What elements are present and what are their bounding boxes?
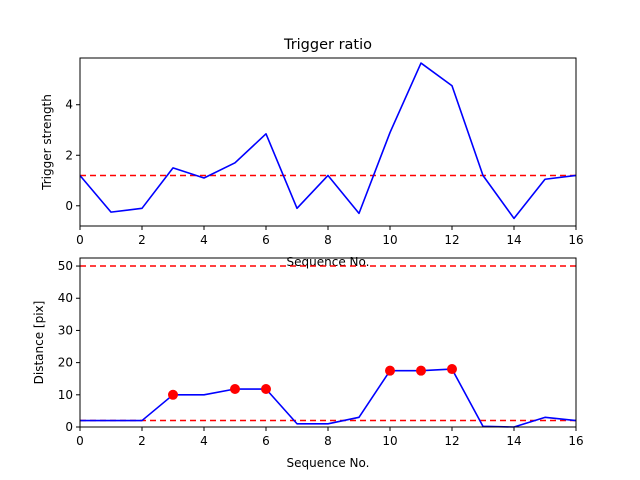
y-tick-label: 50 xyxy=(58,259,73,273)
trigger-ratio-chart: Trigger ratio Trigger strength Sequence … xyxy=(40,37,584,269)
x-axis-label: Sequence No. xyxy=(287,456,370,470)
y-tick-label: 0 xyxy=(65,420,73,434)
x-tick-label: 6 xyxy=(262,233,270,247)
x-tick-label: 0 xyxy=(76,233,84,247)
x-tick-label: 8 xyxy=(324,233,332,247)
x-tick-label: 10 xyxy=(382,434,397,448)
y-tick-label: 0 xyxy=(65,199,73,213)
x-tick-label: 4 xyxy=(200,233,208,247)
y-tick-label: 2 xyxy=(65,148,73,162)
axes-frame xyxy=(79,57,577,227)
x-tick-label: 16 xyxy=(568,233,583,247)
x-tick-label: 6 xyxy=(262,434,270,448)
y-tick-label: 20 xyxy=(58,356,73,370)
x-axis-label: Sequence No. xyxy=(287,255,370,269)
highlighted-point xyxy=(447,364,457,375)
x-tick-label: 14 xyxy=(506,233,521,247)
x-tick-label: 4 xyxy=(200,434,208,448)
highlighted-point xyxy=(385,365,395,376)
x-tick-label: 12 xyxy=(444,233,459,247)
chart-title: Trigger ratio xyxy=(283,37,372,53)
x-tick-label: 16 xyxy=(568,434,583,448)
x-tick-label: 2 xyxy=(138,434,146,448)
x-tick-label: 10 xyxy=(382,233,397,247)
axes-frame xyxy=(79,257,577,428)
x-tick-label: 2 xyxy=(138,233,146,247)
y-tick-label: 10 xyxy=(58,388,73,402)
highlighted-point xyxy=(261,384,271,395)
highlighted-point xyxy=(416,365,426,376)
axis-ticks: 0 2 4 6 8 10 12 14 16 0 10 20 30 40 50 xyxy=(58,259,584,448)
y-axis-label: Distance [pix] xyxy=(32,301,46,385)
highlighted-point xyxy=(168,389,178,400)
distance-chart: Distance [pix] Sequence No. 0 2 4 6 8 10 12 14 1… xyxy=(32,257,584,470)
series-line xyxy=(79,62,577,220)
y-tick-label: 40 xyxy=(58,291,73,305)
plot-area xyxy=(79,62,577,220)
x-tick-label: 12 xyxy=(444,434,459,448)
y-tick-label: 30 xyxy=(58,323,73,337)
x-tick-label: 14 xyxy=(506,434,521,448)
highlighted-point xyxy=(230,384,240,395)
x-tick-label: 8 xyxy=(324,434,332,448)
axis-ticks: 0 2 4 6 8 10 12 14 16 0 2 4 xyxy=(65,98,583,247)
x-tick-label: 0 xyxy=(76,434,84,448)
y-tick-label: 4 xyxy=(65,98,73,112)
y-axis-label: Trigger strength xyxy=(40,94,54,191)
